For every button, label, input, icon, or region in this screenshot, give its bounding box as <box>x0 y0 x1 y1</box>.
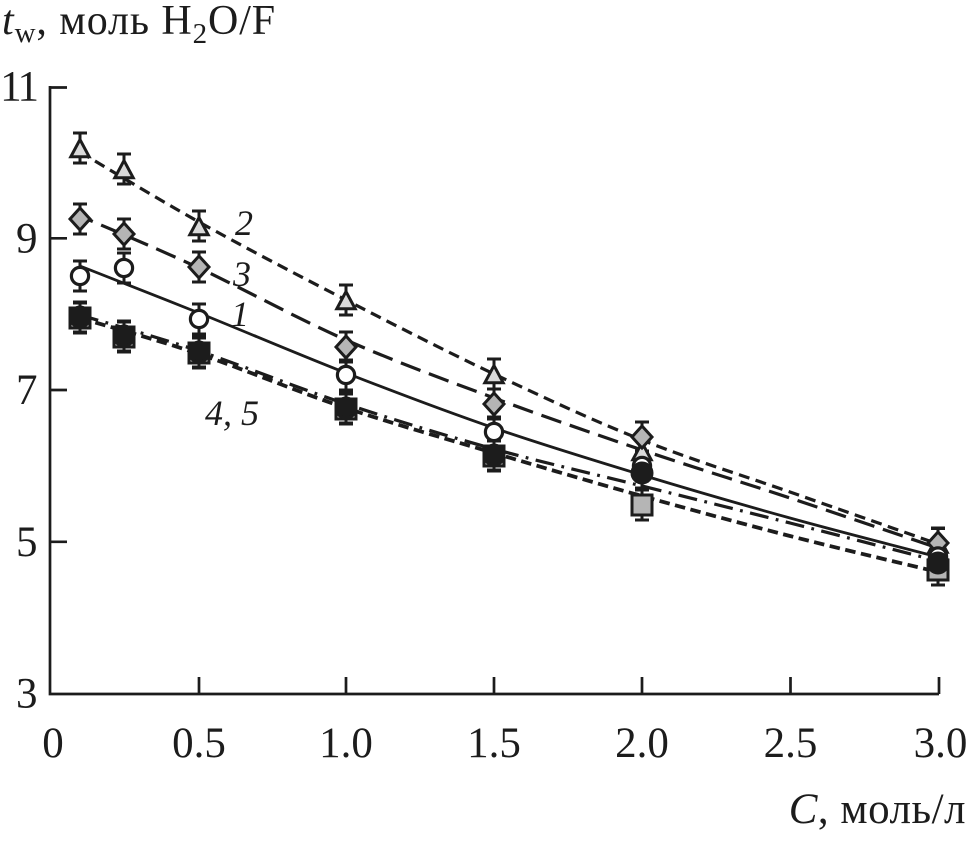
svg-text:C, моль/л: C, моль/л <box>789 786 966 833</box>
svg-text:3.0: 3.0 <box>914 720 967 767</box>
svg-text:0: 0 <box>42 720 64 767</box>
svg-text:11: 11 <box>0 64 36 111</box>
svg-text:3: 3 <box>16 671 38 718</box>
svg-text:3: 3 <box>232 254 251 294</box>
svg-text:2.5: 2.5 <box>764 720 818 767</box>
svg-text:1.0: 1.0 <box>319 720 373 767</box>
svg-text:tw, моль H2O/F: tw, моль H2O/F <box>2 0 276 50</box>
svg-text:2.0: 2.0 <box>615 720 669 767</box>
svg-text:5: 5 <box>16 519 38 566</box>
svg-text:2: 2 <box>235 203 253 243</box>
svg-text:4, 5: 4, 5 <box>205 393 259 433</box>
svg-text:7: 7 <box>16 367 38 414</box>
svg-text:0.5: 0.5 <box>172 720 226 767</box>
svg-text:9: 9 <box>16 216 38 263</box>
svg-text:1: 1 <box>231 294 249 334</box>
svg-text:1.5: 1.5 <box>467 720 521 767</box>
